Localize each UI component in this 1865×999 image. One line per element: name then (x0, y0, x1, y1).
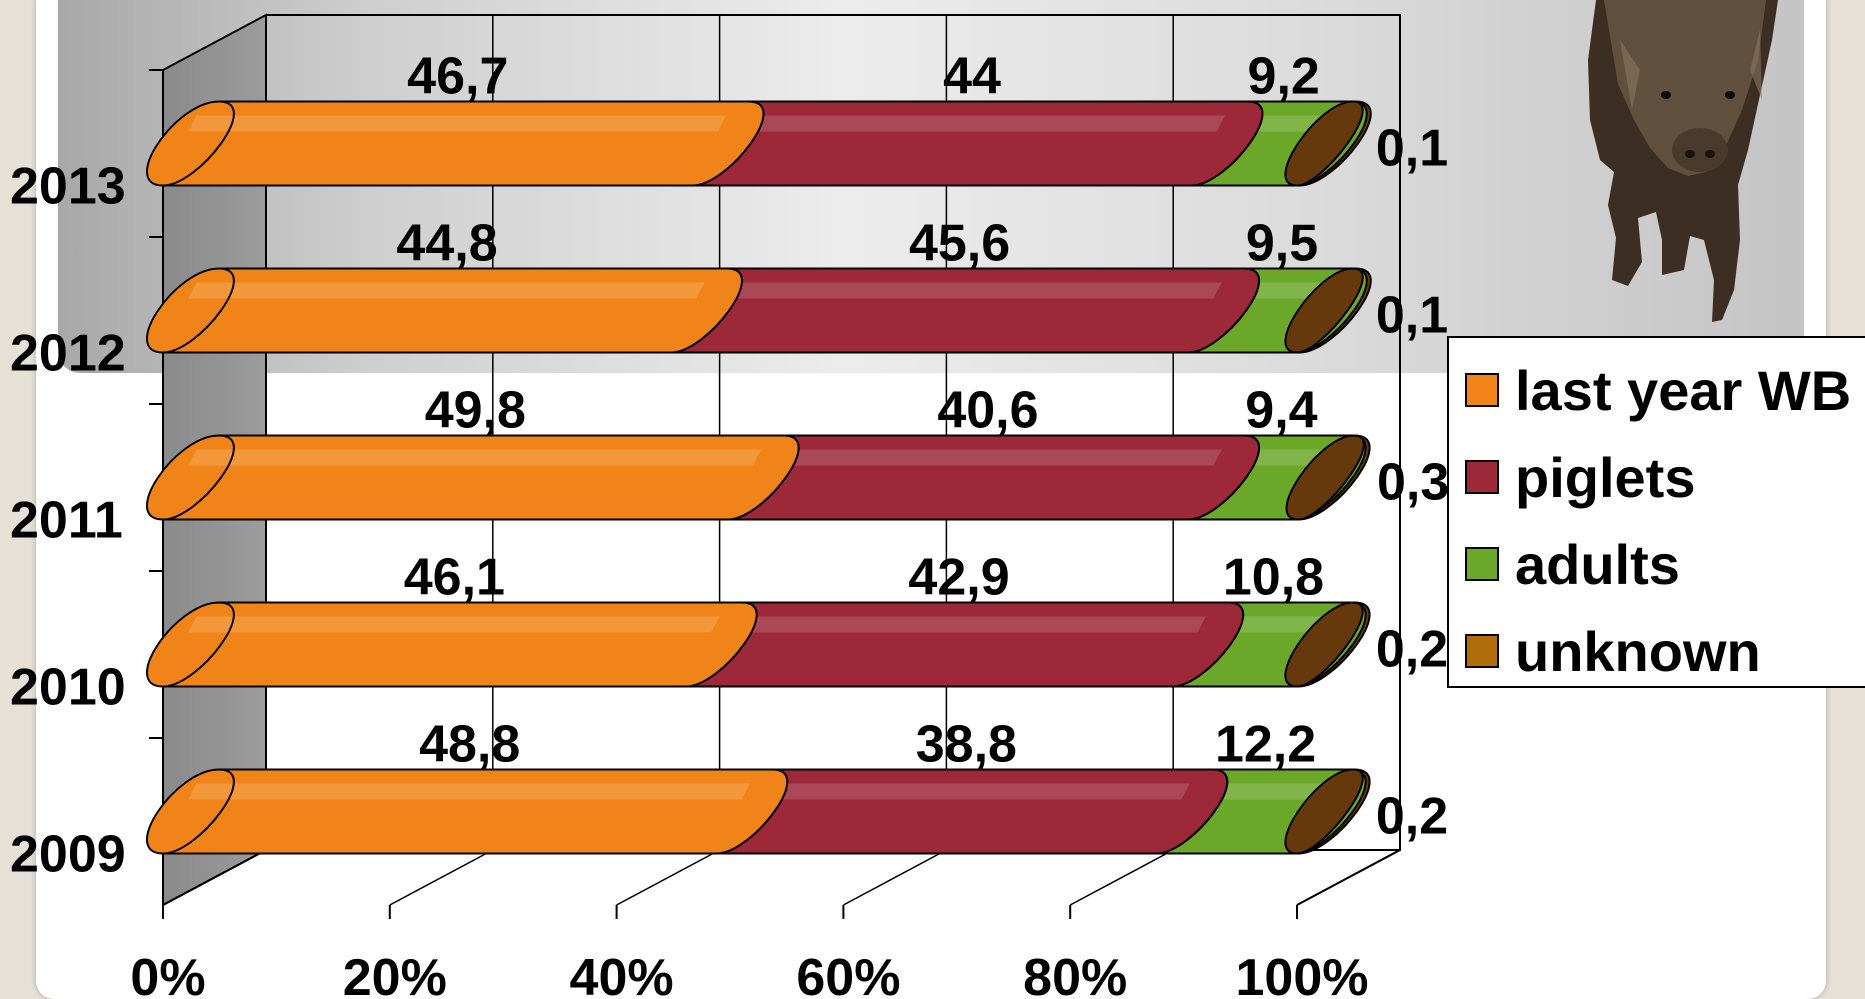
data-label: 9,5 (1246, 215, 1318, 273)
bar-segment-1 (146, 100, 765, 187)
floor-gridline (843, 849, 947, 906)
floor-gridline (616, 849, 720, 906)
data-label: 44,8 (396, 215, 497, 273)
legend-swatch-piglets (1465, 460, 1499, 494)
bar-highlight (188, 449, 762, 466)
floor-gridline (162, 849, 267, 906)
bar-highlight (717, 115, 1226, 132)
data-label: 0,1 (1376, 287, 1448, 345)
data-label: 12,2 (1215, 716, 1316, 774)
bar-highlight (188, 783, 750, 800)
bar-highlight (188, 616, 720, 633)
x-tick-label: 0% (130, 949, 205, 999)
data-label: 0,3 (1377, 454, 1449, 512)
legend-item-last-year-wb: last year WB (1465, 359, 1851, 422)
data-label: 0,1 (1376, 120, 1448, 178)
bar-segment-edge (162, 601, 235, 688)
legend-swatch-last-year-wb (1465, 373, 1499, 407)
data-label: 42,9 (908, 549, 1009, 607)
x-tick-label: 20% (343, 949, 447, 999)
legend-label: adults (1515, 532, 1680, 596)
bar-highlight (696, 282, 1222, 299)
bar-end-cap (1285, 434, 1365, 521)
data-label: 45,6 (909, 215, 1010, 273)
y-category-label: 2012 (10, 325, 126, 383)
wild-boar-image (1588, 0, 1778, 322)
bar-segment-1 (146, 267, 743, 354)
chart-floor (162, 849, 1401, 906)
bar-end-cap (1284, 267, 1364, 354)
x-tick-label: 80% (1023, 949, 1127, 999)
data-label: 0,2 (1376, 621, 1448, 679)
legend-swatch-adults (1465, 547, 1499, 581)
bar-highlight (188, 115, 727, 132)
bar-segment-1 (146, 601, 758, 688)
data-label: 46,7 (407, 48, 508, 106)
legend-swatch-unknown (1465, 634, 1499, 668)
x-tick-label: 100% (1236, 949, 1369, 999)
y-category-label: 2011 (10, 492, 123, 550)
bar-segment-edge (162, 267, 235, 354)
data-label: 49,8 (425, 382, 526, 440)
data-label: 40,6 (937, 382, 1038, 440)
chart-labels: 0% 20% 40% 60% 80% 100% 2013 46,7 44 9,2 0,1 2012 44… (10, 48, 1449, 999)
chart-bars (146, 100, 1372, 855)
x-tick-label: 40% (570, 949, 674, 999)
chart-legend: last year WB piglets adults unknown (1447, 336, 1865, 688)
floor-gridline (1069, 849, 1174, 906)
bar-segment-2 (654, 267, 1260, 354)
bar-end-cap (1284, 601, 1364, 688)
data-label: 9,2 (1248, 48, 1320, 106)
legend-item-piglets: piglets (1465, 446, 1695, 509)
floor-gridline (1296, 849, 1401, 906)
data-label: 44 (943, 48, 1001, 106)
y-category-label: 2010 (10, 659, 126, 717)
bar-highlight (752, 449, 1222, 466)
bar-segment-edge (162, 434, 235, 521)
bar-highlight (741, 783, 1190, 800)
bar-segment-1 (146, 768, 789, 855)
data-label: 46,1 (404, 549, 505, 607)
y-category-label: 2013 (10, 158, 126, 216)
bar-end-cap (1284, 768, 1364, 855)
legend-label: piglets (1515, 445, 1696, 509)
data-label: 10,8 (1223, 549, 1324, 607)
data-label: 38,8 (916, 716, 1017, 774)
data-label: 48,8 (419, 716, 520, 774)
floor-gridline (389, 849, 494, 906)
legend-item-unknown: unknown (1465, 620, 1761, 683)
data-label: 9,4 (1245, 382, 1317, 440)
bar-segment-1 (146, 434, 800, 521)
data-label: 0,2 (1376, 788, 1448, 846)
x-tick-label: 60% (796, 949, 900, 999)
bar-highlight (188, 282, 705, 299)
bar-segment-edge (162, 768, 235, 855)
legend-label: last year WB (1515, 358, 1852, 422)
bar-highlight (710, 616, 1206, 633)
y-category-label: 2009 (10, 826, 126, 884)
bar-segment-edge (162, 100, 235, 187)
bar-end-cap (1284, 100, 1364, 187)
legend-item-adults: adults (1465, 533, 1680, 596)
legend-label: unknown (1515, 619, 1761, 683)
